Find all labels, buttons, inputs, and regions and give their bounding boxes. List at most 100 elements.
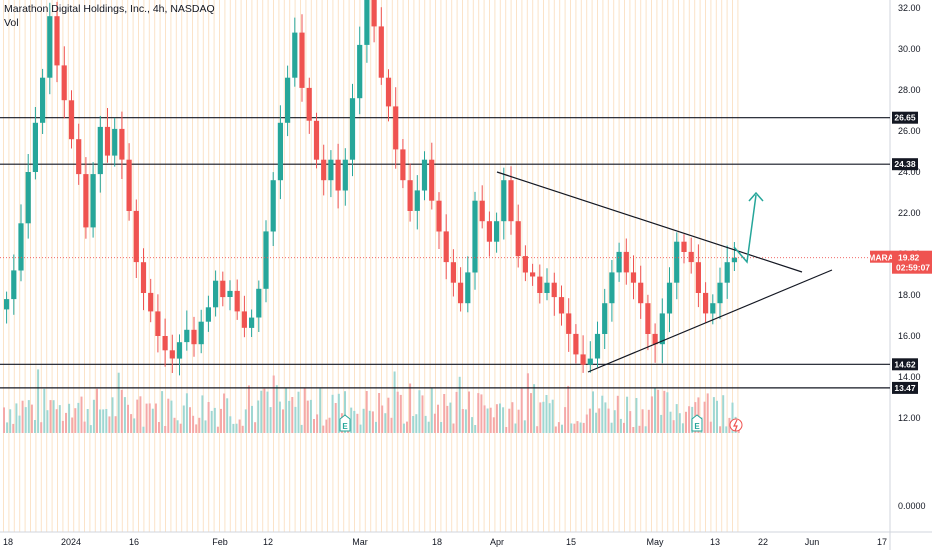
volume-bar — [495, 404, 498, 433]
session-stripe — [219, 0, 220, 532]
session-stripe — [121, 0, 123, 532]
volume-bar — [588, 408, 591, 433]
volume-bar — [381, 405, 384, 433]
volume-bar — [570, 423, 573, 433]
candle-body — [241, 311, 247, 328]
session-stripe — [418, 0, 420, 532]
volume-bar — [337, 393, 340, 433]
arrow-head — [748, 191, 764, 202]
session-stripe — [672, 0, 674, 532]
volume-bar — [697, 397, 700, 433]
session-stripe — [683, 0, 685, 532]
session-stripe — [613, 0, 615, 532]
volume-bar — [213, 407, 216, 433]
volume-bar — [176, 420, 179, 433]
volume-bar — [223, 393, 226, 433]
session-stripe — [343, 0, 345, 532]
candle-body — [277, 122, 283, 181]
volume-bar — [688, 406, 691, 433]
candle-body — [97, 126, 103, 175]
volume-bars — [3, 369, 740, 433]
volume-bar — [384, 413, 387, 433]
x-tick-label: 12 — [263, 537, 273, 547]
volume-bar — [387, 397, 390, 433]
candle-body — [414, 190, 420, 211]
volume-bar — [303, 388, 306, 433]
candle-body — [342, 159, 348, 191]
volume-bar — [579, 422, 582, 433]
candle-body — [681, 241, 687, 252]
volume-bar — [306, 400, 309, 433]
volume-bar — [561, 424, 563, 433]
candle-body — [285, 77, 291, 123]
candle-body — [429, 159, 435, 201]
candle-body — [674, 241, 680, 283]
volume-bar — [557, 422, 560, 433]
session-stripe — [489, 0, 490, 532]
candle-body — [494, 221, 500, 242]
candle-body — [385, 77, 392, 107]
candle-body — [458, 282, 464, 304]
volume-bar — [716, 400, 718, 433]
volume-label: Vol — [4, 17, 19, 29]
candle-body — [645, 303, 651, 334]
volume-bar — [111, 397, 114, 433]
volume-bar — [508, 408, 511, 433]
x-tick-label: 15 — [566, 537, 576, 547]
volume-bar — [300, 424, 303, 433]
candle-body — [184, 329, 190, 343]
session-stripe — [251, 0, 253, 532]
x-tick-label: Apr — [490, 537, 504, 547]
session-stripe — [732, 0, 733, 532]
volume-bar — [123, 397, 126, 433]
level-tag-label: 26.65 — [894, 113, 916, 123]
volume-bar — [672, 420, 675, 433]
volume-bar — [189, 407, 191, 433]
x-tick-label: 13 — [710, 537, 720, 547]
candle-body — [256, 288, 262, 318]
volume-bar — [635, 398, 638, 433]
volume-bar — [92, 399, 95, 433]
volume-bar — [554, 426, 557, 433]
x-tick-label: 17 — [877, 537, 887, 547]
session-stripe — [580, 0, 582, 532]
volume-bar — [96, 388, 98, 433]
session-stripe — [132, 0, 134, 532]
volume-bar — [325, 419, 328, 433]
marker-circle — [729, 418, 743, 432]
candle-body — [573, 333, 579, 355]
candle-body — [724, 262, 730, 283]
session-stripe — [116, 0, 118, 532]
volume-bar — [474, 425, 477, 433]
candle-body — [566, 313, 572, 334]
volume-bar — [709, 421, 712, 433]
candle-body — [638, 282, 644, 304]
marker-label: E — [694, 422, 700, 431]
candle-body — [112, 128, 118, 156]
candle-body — [313, 120, 320, 160]
volume-bar — [486, 408, 489, 433]
session-stripe — [381, 0, 382, 532]
volume-bar — [136, 399, 139, 433]
volume-bar — [650, 396, 653, 433]
volume-bar — [55, 409, 58, 433]
candle-body — [299, 32, 305, 88]
volume-bar — [238, 419, 241, 433]
x-tick-label: 2024 — [61, 537, 81, 547]
volume-bar — [545, 395, 548, 433]
volume-bar — [24, 407, 27, 433]
x-tick-label: 18 — [3, 537, 13, 547]
volume-bar — [313, 419, 315, 433]
volume-bar — [260, 390, 263, 433]
volume-bar — [37, 369, 40, 433]
level-tag — [892, 381, 918, 394]
volume-bar — [89, 425, 92, 433]
session-stripe — [316, 0, 318, 532]
volume-bar — [198, 417, 201, 433]
candle-body — [119, 128, 125, 160]
volume-bar — [316, 414, 319, 433]
volume-bar — [396, 391, 399, 433]
session-stripe — [84, 0, 85, 532]
volume-bar — [288, 400, 291, 433]
